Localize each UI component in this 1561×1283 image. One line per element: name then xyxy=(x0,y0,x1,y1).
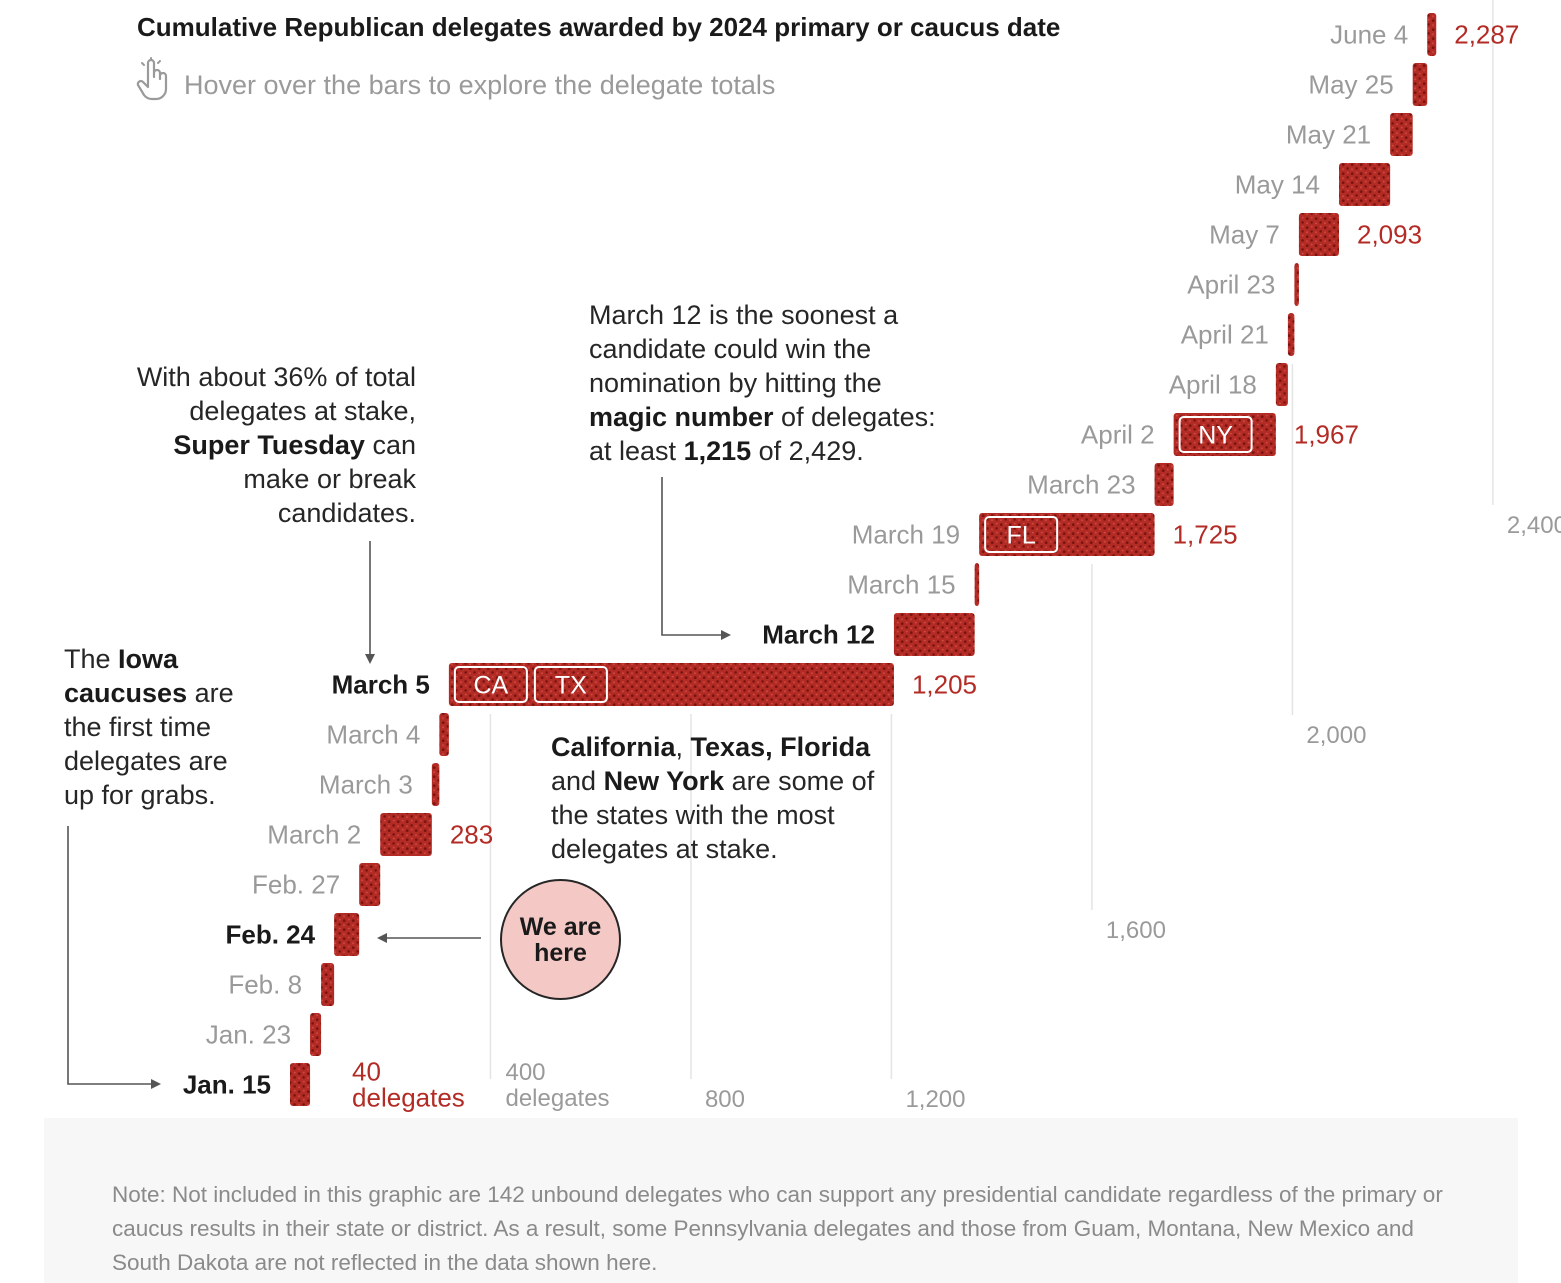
bar-march-23[interactable] xyxy=(1154,463,1174,506)
value-label-unit: delegates xyxy=(352,1083,465,1113)
value-label: 2,093 xyxy=(1357,220,1422,250)
date-label: March 15 xyxy=(847,570,955,600)
date-label: April 18 xyxy=(1169,370,1257,400)
iowa-annotation: The Iowa caucuses are the first time del… xyxy=(64,644,234,810)
value-label: 1,725 xyxy=(1173,520,1238,550)
bar-jan--23[interactable] xyxy=(310,1013,322,1056)
date-label: April 2 xyxy=(1081,420,1155,450)
pointer-hand-icon xyxy=(136,56,168,100)
bar-may-7[interactable] xyxy=(1298,213,1340,256)
bar-march-4[interactable] xyxy=(439,713,449,756)
date-label: Feb. 8 xyxy=(228,970,302,1000)
bar-march-12[interactable] xyxy=(893,613,975,656)
value-label: 40 xyxy=(352,1057,381,1087)
date-label: Jan. 15 xyxy=(183,1070,271,1100)
state-tag xyxy=(1178,416,1253,453)
value-label: 1,967 xyxy=(1294,420,1359,450)
x-tick-label: 1,200 xyxy=(905,1086,965,1113)
hover-hint: Hover over the bars to explore the deleg… xyxy=(134,56,775,101)
bar-may-14[interactable] xyxy=(1339,163,1391,206)
date-label: April 21 xyxy=(1181,320,1269,350)
date-label: March 12 xyxy=(762,620,875,650)
magic-number-arrow xyxy=(661,477,731,640)
date-label: April 23 xyxy=(1187,270,1275,300)
we-are-here-marker: We are here xyxy=(500,879,621,1000)
date-label: Feb. 24 xyxy=(226,920,316,950)
x-tick-label: 800 xyxy=(705,1086,745,1113)
date-label: March 23 xyxy=(1027,470,1135,500)
bar-may-21[interactable] xyxy=(1390,113,1413,156)
bar-feb--8[interactable] xyxy=(321,963,335,1006)
bar-march-3[interactable] xyxy=(431,763,440,806)
bar-feb--24[interactable] xyxy=(334,913,360,956)
date-label: Jan. 23 xyxy=(206,1020,291,1050)
state-tag-label: NY xyxy=(1198,422,1233,450)
date-label: March 2 xyxy=(267,820,361,850)
date-label: March 4 xyxy=(326,720,420,750)
value-label: 1,205 xyxy=(912,670,977,700)
super-tuesday-annotation: With about 36% of total delegates at sta… xyxy=(136,362,416,528)
x-tick-unit: delegates xyxy=(505,1085,609,1112)
magic-number-annotation: March 12 is the soonest a candidate coul… xyxy=(589,300,936,466)
value-label: 2,287 xyxy=(1454,20,1519,50)
chart-title: Cumulative Republican delegates awarded … xyxy=(137,12,1061,42)
x-tick-label: 2,000 xyxy=(1306,722,1366,749)
state-tag-label: FL xyxy=(1007,522,1036,550)
value-label: 283 xyxy=(450,820,493,850)
bar-march-15[interactable] xyxy=(974,563,980,606)
x-tick-label: 2,400 xyxy=(1507,512,1561,539)
footer xyxy=(44,1118,1518,1283)
bar-march-2[interactable] xyxy=(380,813,432,856)
bar-march-19[interactable] xyxy=(979,513,1155,556)
date-label: June 4 xyxy=(1330,20,1408,50)
date-label: March 5 xyxy=(332,670,430,700)
footer-note: Note: Not included in this graphic are 1… xyxy=(112,1182,1443,1275)
state-tag xyxy=(984,516,1059,553)
date-label: March 19 xyxy=(852,520,960,550)
bar-march-5[interactable] xyxy=(448,663,894,706)
x-tick-label: 400 xyxy=(505,1059,545,1086)
state-tag-label: TX xyxy=(555,672,587,700)
date-label: Feb. 27 xyxy=(252,870,340,900)
date-label: March 3 xyxy=(319,770,413,800)
state-tag xyxy=(533,666,608,703)
state-tag-label: CA xyxy=(474,672,509,700)
state-tag xyxy=(453,666,528,703)
bar-jan--15[interactable] xyxy=(290,1063,311,1106)
big-states-annotation: California, Texas, Florida and New York … xyxy=(551,732,875,864)
bar-april-2[interactable] xyxy=(1173,413,1276,456)
date-label: May 14 xyxy=(1235,170,1320,200)
iowa-arrow xyxy=(67,826,161,1089)
date-label: May 7 xyxy=(1209,220,1280,250)
hover-hint-text: Hover over the bars to explore the deleg… xyxy=(184,70,776,100)
bar-june-4[interactable] xyxy=(1427,13,1437,56)
bar-april-23[interactable] xyxy=(1294,263,1299,306)
date-label: May 21 xyxy=(1286,120,1371,150)
bar-april-18[interactable] xyxy=(1275,363,1288,406)
bar-april-21[interactable] xyxy=(1287,313,1295,356)
x-tick-label: 1,600 xyxy=(1106,917,1166,944)
bar-feb--27[interactable] xyxy=(359,863,381,906)
date-label: May 25 xyxy=(1308,70,1393,100)
bar-may-25[interactable] xyxy=(1412,63,1428,106)
